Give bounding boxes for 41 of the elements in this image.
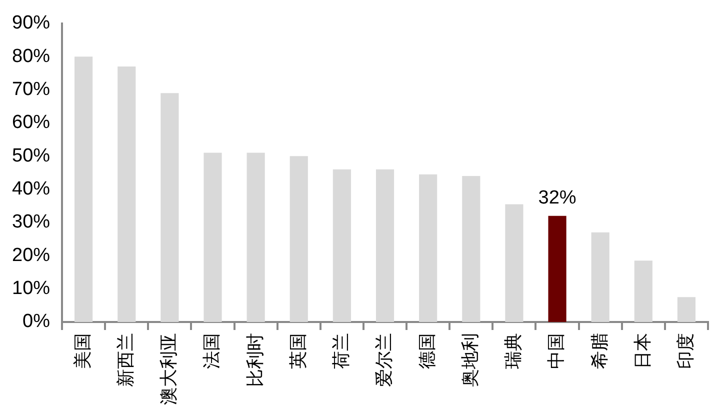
bar bbox=[548, 216, 566, 322]
bar bbox=[332, 169, 351, 322]
y-tick-label: 50% bbox=[12, 145, 50, 166]
y-tick-label: 80% bbox=[12, 46, 50, 67]
bar bbox=[118, 66, 136, 322]
x-tick-label: 荷兰 bbox=[330, 333, 351, 369]
y-tick-label: 30% bbox=[12, 212, 50, 233]
bar bbox=[677, 297, 696, 322]
bar bbox=[74, 56, 93, 322]
x-tick-label: 澳大利亚 bbox=[158, 333, 179, 405]
x-tick-label: 奥地利 bbox=[460, 333, 480, 387]
data-label: 32% bbox=[538, 188, 576, 209]
x-tick-label: 爱尔兰 bbox=[374, 333, 394, 387]
x-tick-label: 新西兰 bbox=[116, 333, 136, 387]
y-tick-label: 10% bbox=[12, 278, 50, 300]
bar bbox=[462, 176, 480, 322]
bar bbox=[160, 93, 179, 322]
bar bbox=[246, 152, 265, 322]
x-tick-label: 德国 bbox=[417, 333, 438, 369]
bar bbox=[505, 204, 524, 322]
y-tick-label: 40% bbox=[12, 178, 50, 200]
bar bbox=[419, 174, 438, 322]
y-tick-label: 70% bbox=[12, 78, 50, 100]
x-tick-label: 瑞典 bbox=[503, 333, 524, 369]
x-tick-label: 印度 bbox=[675, 333, 696, 369]
bar bbox=[591, 232, 610, 322]
y-tick-label: 90% bbox=[12, 12, 50, 34]
x-tick-label: 日本 bbox=[632, 333, 652, 369]
x-tick-label: 比利时 bbox=[244, 333, 265, 387]
x-tick-label: 中国 bbox=[546, 333, 566, 369]
x-tick-label: 英国 bbox=[288, 333, 308, 369]
y-tick-label: 60% bbox=[12, 112, 50, 134]
x-tick-label: 希腊 bbox=[589, 333, 610, 369]
bar bbox=[376, 169, 394, 322]
bar bbox=[290, 156, 308, 322]
x-tick-label: 法国 bbox=[202, 333, 222, 369]
x-tick-label: 美国 bbox=[72, 333, 93, 369]
bar bbox=[204, 152, 222, 322]
bar bbox=[634, 260, 652, 322]
y-tick-label: 20% bbox=[12, 244, 50, 266]
y-tick-label: 0% bbox=[22, 311, 50, 332]
